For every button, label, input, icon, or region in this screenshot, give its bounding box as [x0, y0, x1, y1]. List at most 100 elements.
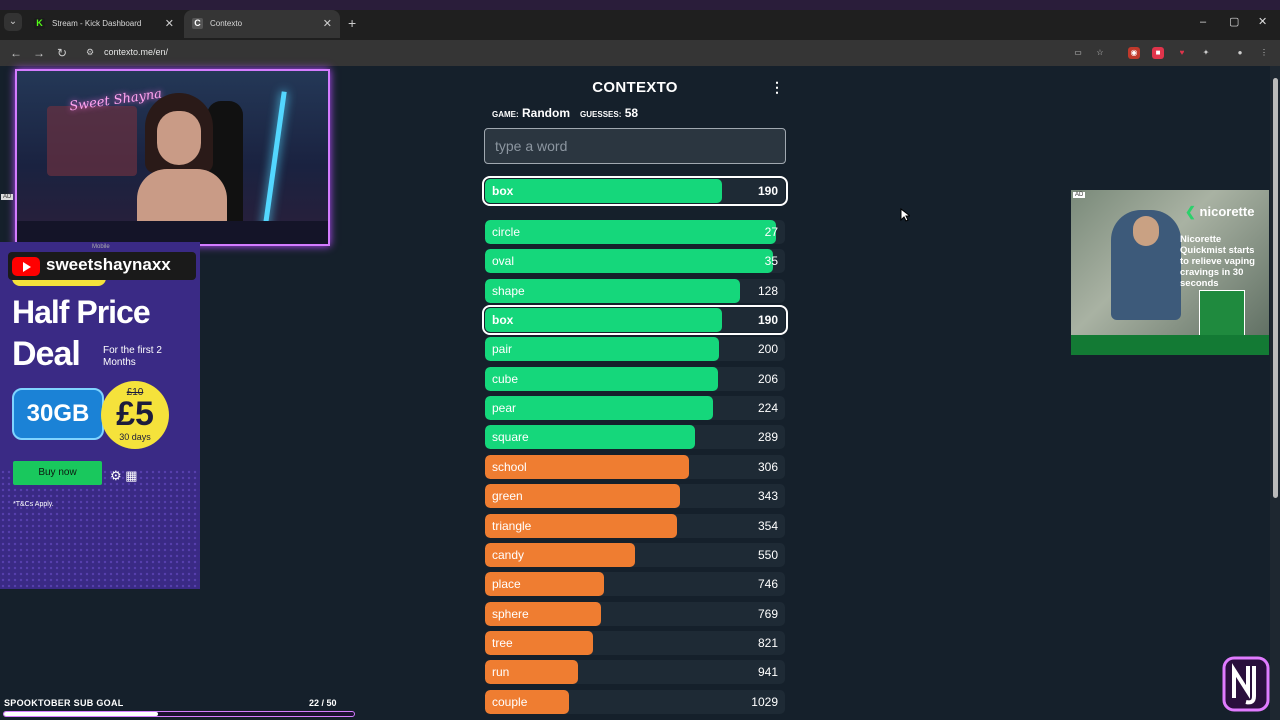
proximity-bar: [485, 220, 776, 244]
guess-word: cube: [492, 372, 519, 386]
tab-search-icon[interactable]: ⌄: [4, 13, 22, 31]
restore-icon[interactable]: ▢: [1229, 16, 1240, 28]
guess-word: box: [492, 184, 514, 198]
guess-row: box 190: [482, 305, 788, 335]
browser-menu-icon[interactable]: ⋮: [1260, 48, 1268, 57]
tab-title: Contexto: [210, 19, 243, 28]
reload-icon[interactable]: ↻: [57, 46, 68, 60]
proximity-bar: [485, 543, 635, 567]
guess-word: green: [492, 489, 523, 503]
window-close-icon[interactable]: ✕: [1258, 16, 1268, 28]
word-input[interactable]: [484, 128, 786, 164]
more-options-icon[interactable]: ⋮: [770, 79, 784, 95]
game-title: CONTEXTO: [592, 79, 678, 96]
guess-rank: 746: [757, 577, 778, 591]
guess-rank: 190: [757, 184, 778, 198]
neon-light: [262, 91, 287, 231]
guess-word: shape: [492, 284, 525, 298]
profile-icon[interactable]: ●: [1237, 48, 1243, 57]
tab-kick-dashboard[interactable]: K Stream - Kick Dashboard ✕: [26, 10, 182, 38]
guess-rank: 190: [757, 313, 778, 327]
back-icon[interactable]: ←: [10, 46, 22, 60]
guess-row: triangle 354: [485, 514, 785, 538]
guess-row: square 289: [485, 425, 785, 449]
tab-title: Stream - Kick Dashboard: [52, 19, 142, 28]
guess-row: oval 35: [485, 249, 785, 273]
guess-rank: 354: [757, 519, 778, 533]
stream-overlay-strip: [0, 0, 1280, 10]
page-scrollbar[interactable]: [1270, 66, 1280, 720]
ad-pattern: [0, 469, 200, 589]
sub-goal-progress: [3, 711, 355, 717]
guess-rank: 200: [757, 342, 778, 356]
guess-row: place 746: [485, 572, 785, 596]
ad-person-face: [1133, 216, 1159, 246]
desk: [17, 221, 328, 244]
ad-buy-now-button[interactable]: Buy now: [13, 461, 102, 485]
guess-word: pair: [492, 342, 513, 356]
sub-goal-label: SPOOKTOBER SUB GOAL: [4, 698, 124, 708]
proximity-bar: [485, 631, 593, 655]
youtube-handle-badge: sweetshaynaxx: [8, 252, 196, 280]
guess-rank: 289: [757, 430, 778, 444]
proximity-bar: [485, 337, 719, 361]
close-tab-icon[interactable]: ✕: [164, 18, 174, 30]
guess-rank: 35: [764, 254, 778, 268]
left-advertisement[interactable]: Half Price Deal For the first 2 Months 3…: [0, 242, 200, 589]
guess-rank: 941: [757, 665, 778, 679]
ad-subline: For the first 2 Months: [103, 345, 162, 368]
guess-word: square: [492, 430, 529, 444]
minimize-icon[interactable]: –: [1200, 16, 1207, 28]
guess-word: tree: [492, 636, 513, 650]
tab-contexto[interactable]: C Contexto ✕: [184, 10, 340, 38]
guess-word: run: [492, 665, 510, 679]
wall-decor: [47, 106, 137, 176]
proximity-bar: [485, 484, 680, 508]
mouse-cursor-icon: [900, 208, 910, 222]
browser-tab-bar: ⌄ K Stream - Kick Dashboard ✕ C Contexto…: [0, 0, 1280, 40]
guess-row: couple 1029: [485, 690, 785, 714]
guess-rank: 343: [757, 489, 778, 503]
sub-goal-count: 22 / 50: [309, 698, 337, 708]
sub-goal-fill: [4, 712, 158, 716]
ad-price-badge: £10 £5 30 days: [101, 381, 169, 449]
guess-rank: 128: [757, 284, 778, 298]
streamer-logo-icon: [1222, 656, 1270, 712]
guess-rank: 550: [757, 548, 778, 562]
extension-icon[interactable]: ◉: [1128, 47, 1140, 59]
new-tab-icon[interactable]: +: [348, 15, 357, 31]
streamer-face: [157, 111, 201, 165]
guess-row: circle 27: [485, 220, 785, 244]
last-guess-row: box 190: [482, 176, 788, 206]
guess-row: pear 224: [485, 396, 785, 420]
extension-icon[interactable]: ♥: [1179, 48, 1185, 57]
forward-icon[interactable]: →: [33, 46, 45, 60]
install-app-icon[interactable]: ▭: [1074, 48, 1082, 57]
extensions-puzzle-icon[interactable]: ✦: [1202, 48, 1210, 57]
game-info: GAME: Random GUESSES: 58: [492, 106, 638, 120]
ad-headline: Half Price: [12, 294, 151, 330]
proximity-bar: [485, 396, 713, 420]
ad-feature-icons: ⚙ ▦: [110, 468, 138, 483]
leaf-icon: ❮: [1185, 204, 1196, 219]
ad-disclaimer-strip: [1071, 335, 1269, 355]
url-field[interactable]: contexto.me/en/: [104, 47, 169, 57]
guess-word: oval: [492, 254, 515, 268]
guesses-count: 58: [624, 106, 639, 120]
guess-row: school 306: [485, 455, 785, 479]
extension-icon[interactable]: ■: [1152, 47, 1164, 59]
guess-word: pear: [492, 401, 517, 415]
guess-rank: 27: [764, 225, 778, 239]
ad-old-price: £10: [126, 387, 144, 398]
right-advertisement[interactable]: ❮ nicorette Nicorette Quickmist starts t…: [1071, 190, 1269, 355]
guess-word: place: [492, 577, 521, 591]
youtube-icon: [12, 257, 40, 276]
site-info-icon[interactable]: ⚙: [86, 47, 95, 57]
guess-row: green 343: [485, 484, 785, 508]
bookmark-star-icon[interactable]: ☆: [1096, 48, 1104, 57]
ad-brand: ❮ nicorette: [1185, 204, 1254, 220]
guess-row: candy 550: [485, 543, 785, 567]
guess-word: couple: [492, 695, 528, 709]
close-tab-icon[interactable]: ✕: [322, 18, 332, 30]
scrollbar-thumb[interactable]: [1273, 78, 1278, 498]
